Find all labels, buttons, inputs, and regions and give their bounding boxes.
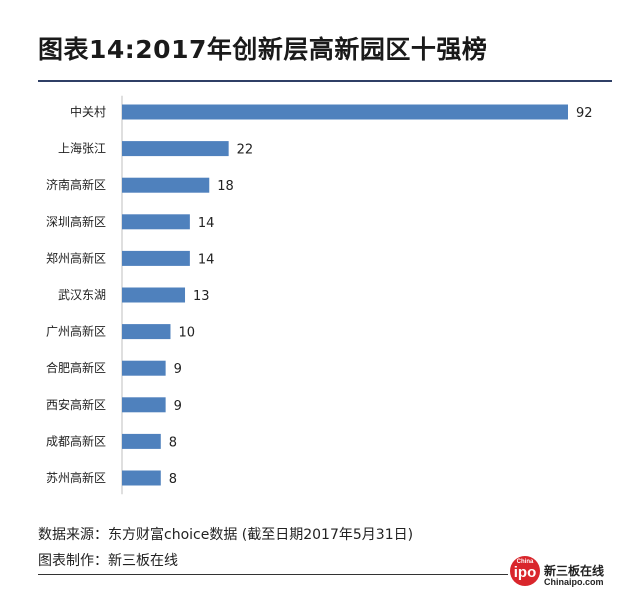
chart-maker-note: 图表制作：新三板在线 (38, 553, 178, 569)
logo-badge-small-text: China (516, 559, 534, 565)
title-divider (38, 80, 612, 82)
category-label: 广州高新区 (46, 324, 106, 339)
bar (122, 177, 210, 193)
logo-badge-text: ipo (513, 564, 537, 581)
logo-name: 新三板在线 (544, 564, 605, 578)
category-label: 成都高新区 (46, 433, 106, 448)
value-label: 8 (169, 472, 177, 487)
value-label: 13 (193, 289, 210, 304)
data-source-note: 数据来源：东方财富choice数据 (截至日期2017年5月31日) (38, 527, 414, 543)
bar (122, 470, 161, 486)
bar (122, 250, 190, 266)
category-label: 西安高新区 (46, 397, 106, 412)
category-label: 济南高新区 (46, 177, 106, 192)
category-label: 深圳高新区 (46, 214, 106, 229)
bar (122, 324, 171, 340)
bar (122, 104, 568, 120)
category-label: 苏州高新区 (46, 470, 106, 485)
logo-badge: China ipo (510, 556, 540, 586)
bar (122, 141, 229, 157)
category-label: 上海张江 (58, 141, 106, 156)
value-label: 9 (174, 399, 182, 414)
category-label: 中关村 (70, 104, 106, 119)
footer-divider (38, 574, 508, 575)
value-label: 14 (198, 252, 215, 267)
value-label: 18 (217, 179, 234, 194)
value-label: 8 (169, 435, 177, 450)
bar (122, 360, 166, 376)
value-label: 92 (576, 106, 593, 121)
value-label: 10 (178, 326, 195, 341)
bar (122, 287, 186, 303)
value-label: 9 (174, 362, 182, 377)
chinaipo-logo: China ipo 新三板在线 Chinaipo.com (510, 556, 630, 596)
value-label: 14 (198, 216, 215, 231)
chart-title: 图表14:2017年创新层高新园区十强榜 (38, 35, 488, 64)
category-label: 合肥高新区 (46, 360, 106, 375)
bar (122, 397, 166, 413)
bar-chart: 中关村 92 上海张江 22 济南高新区 18 深圳高新区 14 郑州高新区 14 武汉东湖 13 广州… (46, 95, 593, 495)
logo-url: Chinaipo.com (544, 577, 604, 587)
value-label: 22 (237, 143, 254, 158)
bar (122, 433, 161, 449)
bar (122, 214, 190, 230)
category-label: 武汉东湖 (58, 287, 106, 302)
bars-layer: 中关村 92 上海张江 22 济南高新区 18 深圳高新区 14 郑州高新区 14 武汉东湖 13 广州… (46, 104, 593, 487)
category-label: 郑州高新区 (46, 250, 106, 265)
